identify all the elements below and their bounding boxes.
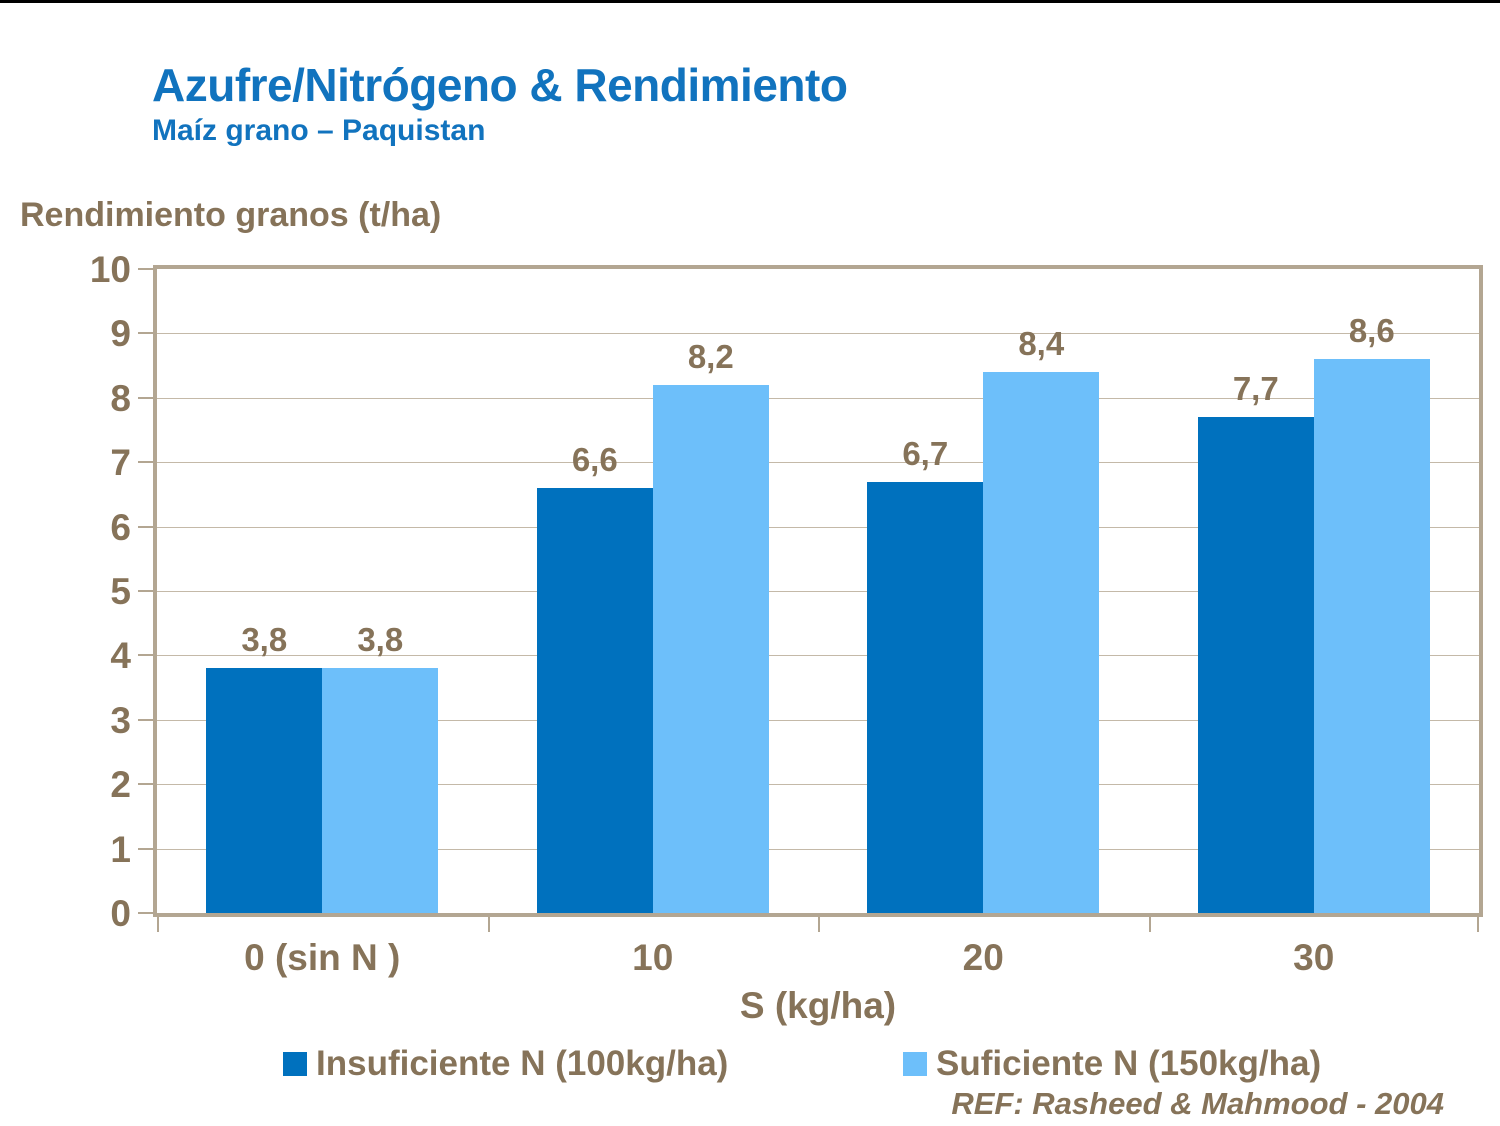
bar-slot: 7,7	[1197, 269, 1314, 913]
gridline	[157, 397, 1479, 399]
y-tick-label: 5	[110, 571, 131, 612]
y-tick-label: 4	[110, 635, 131, 677]
x-category-label: 30	[1293, 937, 1335, 978]
bar-value-label: 8,6	[1348, 312, 1395, 350]
x-axis-title: S (kg/ha)	[739, 985, 897, 1026]
x-tick-mark	[157, 917, 159, 932]
x-category-label: 0 (sin N )	[244, 937, 401, 978]
gridline	[157, 462, 1479, 464]
y-tick-mark	[138, 461, 153, 464]
y-tick-mark	[138, 396, 153, 399]
legend-item-insuficiente: Insuficiente N (100kg/ha)	[283, 1044, 728, 1084]
bar-value-label: 8,4	[1018, 325, 1065, 363]
gridline	[157, 655, 1479, 657]
chart-subtitle: Maíz grano – Paquistan	[152, 114, 486, 147]
bar-slot: 6,7	[867, 269, 984, 913]
bar-slot: 6,6	[536, 269, 653, 913]
bar-insuficiente-cat1	[536, 487, 653, 913]
y-tick-mark	[138, 590, 153, 592]
bar-value-label: 3,8	[241, 621, 288, 659]
y-tick-mark	[138, 847, 153, 850]
y-tick-mark	[138, 525, 153, 528]
bar-slot: 3,8	[322, 269, 439, 913]
gridline	[157, 719, 1479, 721]
bar-value-label: 6,6	[571, 440, 618, 478]
bar-suficiente-cat2	[983, 372, 1100, 913]
y-tick-mark	[138, 332, 153, 335]
reference-citation: REF: Rasheed & Mahmood - 2004	[951, 1086, 1444, 1121]
y-tick-label: 6	[110, 506, 131, 548]
y-tick-label: 9	[110, 313, 131, 355]
x-tick-mark	[818, 917, 820, 932]
y-tick-mark	[138, 268, 153, 270]
bar-value-label: 6,7	[902, 434, 949, 472]
bar-insuficiente-cat3	[1197, 417, 1314, 913]
y-tick-label: 10	[89, 249, 131, 290]
y-tick-label: 0	[110, 893, 131, 934]
legend-label-suficiente: Suficiente N (150kg/ha)	[936, 1044, 1322, 1083]
bar-value-label: 7,7	[1232, 370, 1279, 408]
y-tick-mark	[138, 912, 153, 914]
bar-suficiente-cat3	[1313, 359, 1430, 913]
x-tick-mark	[487, 917, 490, 932]
bar-insuficiente-cat2	[867, 481, 984, 913]
legend-item-suficiente: Suficiente N (150kg/ha)	[903, 1044, 1321, 1084]
legend-label-insuficiente: Insuficiente N (100kg/ha)	[316, 1044, 729, 1083]
y-tick-label: 1	[110, 828, 131, 870]
gridline	[157, 848, 1479, 850]
bar-slot: 3,8	[206, 269, 323, 913]
bar-suficiente-cat0	[322, 668, 439, 913]
chart-title: Azufre/Nitrógeno & Rendimiento	[152, 59, 848, 111]
bar-value-label: 8,2	[687, 337, 734, 375]
y-tick-mark	[138, 718, 153, 721]
legend-marker-suficiente-icon	[903, 1052, 927, 1076]
legend-marker-insuficiente-icon	[283, 1052, 307, 1076]
y-tick-label: 3	[110, 699, 131, 741]
gridline	[157, 333, 1479, 335]
x-tick-mark	[1148, 917, 1151, 932]
y-tick-label: 2	[110, 764, 131, 806]
bar-value-label: 3,8	[357, 621, 404, 659]
y-tick-label: 7	[110, 442, 131, 484]
y-tick-mark	[138, 783, 153, 786]
x-tick-mark	[1477, 917, 1479, 932]
bar-slot: 8,2	[652, 269, 769, 913]
bar-slot: 8,4	[983, 269, 1100, 913]
bar-slot: 8,6	[1313, 269, 1430, 913]
x-category-label: 10	[632, 937, 674, 978]
y-tick-label: 8	[110, 377, 131, 419]
plot-area: S (kg/ha) 0 1 2 3 4 5 6 7 8 9 10 3,8 3,8 0 (sin N ) 6,…	[90, 251, 1483, 1026]
gridline	[157, 784, 1479, 786]
bar-insuficiente-cat0	[206, 668, 323, 913]
gridline	[157, 526, 1479, 528]
y-axis-title: Rendimiento granos (t/ha)	[20, 196, 442, 234]
top-border-rule	[0, 0, 1500, 3]
gridline	[157, 591, 1479, 592]
y-tick-mark	[138, 654, 153, 657]
x-category-label: 20	[962, 937, 1004, 978]
bar-suficiente-cat1	[652, 384, 769, 913]
